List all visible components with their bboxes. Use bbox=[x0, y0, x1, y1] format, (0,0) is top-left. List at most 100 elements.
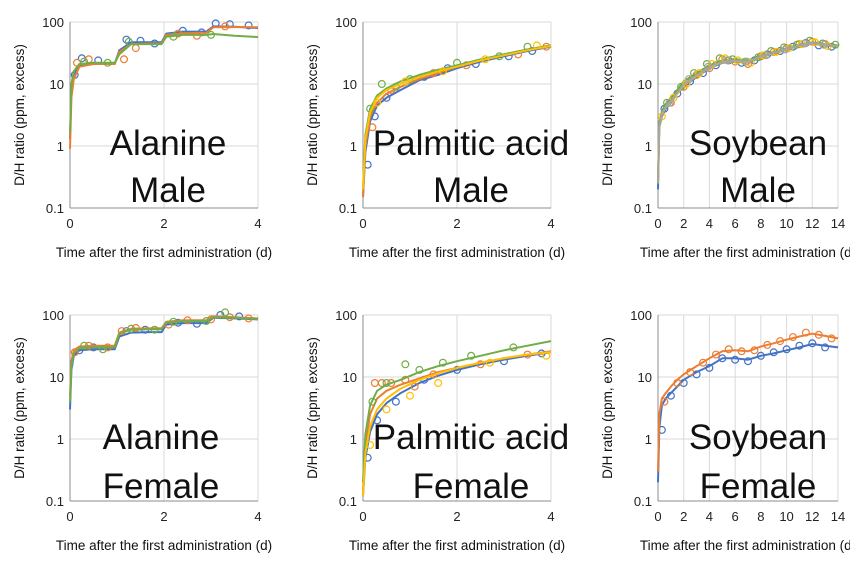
x-tick-label: 4 bbox=[706, 509, 713, 524]
data-point-orange bbox=[660, 397, 669, 406]
y-tick-label: 10 bbox=[343, 77, 357, 92]
y-tick-label: 1 bbox=[350, 139, 357, 154]
panel-title-line: Palmitic acid bbox=[373, 124, 569, 163]
data-point-green bbox=[377, 79, 386, 88]
data-point-green bbox=[124, 37, 133, 46]
y-axis-label: D/H ratio (ppm, excess) bbox=[12, 337, 27, 479]
chart-panel-3: 0 2 4 6 8 10 12 14 0.1 1 10 100 D/H ratio (ppm, exce… bbox=[600, 15, 850, 260]
data-point-gray bbox=[704, 62, 713, 71]
panel-title-line: Female bbox=[413, 467, 530, 506]
x-tick-label: 2 bbox=[160, 216, 167, 231]
data-point-gray bbox=[742, 57, 751, 66]
data-point-yellow bbox=[366, 441, 375, 450]
panel-title-line: Alanine bbox=[103, 418, 220, 457]
data-point-green bbox=[382, 379, 391, 388]
x-tick-label: 0 bbox=[654, 216, 661, 231]
data-point-green bbox=[80, 341, 89, 350]
data-point-gray bbox=[781, 45, 790, 54]
data-point-blue bbox=[743, 357, 752, 366]
x-tick-label: 0 bbox=[66, 216, 73, 231]
data-point-blue bbox=[370, 112, 379, 121]
data-point-orange bbox=[711, 350, 720, 359]
data-point-green bbox=[98, 345, 107, 354]
x-tick-label: 8 bbox=[757, 509, 764, 524]
x-tick-label: 0 bbox=[654, 509, 661, 524]
data-point-yellow bbox=[438, 67, 447, 76]
y-tick-label: 0.1 bbox=[339, 494, 357, 509]
series-line-green bbox=[362, 340, 552, 483]
data-point-orange bbox=[131, 323, 140, 332]
data-point-orange bbox=[827, 334, 836, 343]
x-axis-label: Time after the first administration (d) bbox=[56, 538, 272, 553]
y-tick-label: 100 bbox=[630, 308, 652, 323]
x-tick-label: 4 bbox=[706, 216, 713, 231]
data-point-yellow bbox=[382, 405, 391, 414]
y-tick-label: 1 bbox=[645, 139, 652, 154]
x-tick-label: 4 bbox=[547, 216, 554, 231]
y-axis-label: D/H ratio (ppm, excess) bbox=[305, 44, 320, 186]
y-tick-label: 0.1 bbox=[634, 494, 652, 509]
data-point-blue bbox=[731, 355, 740, 364]
data-point-blue bbox=[391, 397, 400, 406]
x-axis-label: Time after the first administration (d) bbox=[56, 245, 272, 260]
data-point-green bbox=[715, 54, 724, 63]
y-tick-label: 100 bbox=[42, 308, 64, 323]
x-axis-label: Time after the first administration (d) bbox=[349, 538, 565, 553]
data-point-gray bbox=[665, 98, 674, 107]
data-point-green bbox=[509, 343, 518, 352]
data-point-blue bbox=[705, 363, 714, 372]
data-point-blue bbox=[756, 351, 765, 360]
data-point-blue bbox=[373, 416, 382, 425]
data-point-orange bbox=[370, 379, 379, 388]
data-point-orange bbox=[750, 346, 759, 355]
data-point-yellow bbox=[532, 41, 541, 50]
y-tick-label: 1 bbox=[350, 432, 357, 447]
data-point-gray bbox=[684, 75, 693, 84]
data-point-orange bbox=[788, 333, 797, 342]
data-point-blue bbox=[718, 354, 727, 363]
y-tick-label: 10 bbox=[343, 370, 357, 385]
y-tick-label: 10 bbox=[50, 77, 64, 92]
x-axis-label: Time after the first administration (d) bbox=[640, 538, 850, 553]
panel-title-line: Alanine bbox=[110, 124, 227, 163]
x-tick-label: 6 bbox=[732, 509, 739, 524]
data-point-yellow bbox=[542, 351, 551, 360]
data-point-blue bbox=[821, 343, 830, 352]
panel-title-line: Male bbox=[433, 171, 509, 210]
data-point-orange bbox=[724, 345, 733, 354]
y-axis-label: D/H ratio (ppm, excess) bbox=[305, 337, 320, 479]
chart-panel-1: 0 2 4 0.1 1 10 100 D/H ratio (ppm, excess) Time … bbox=[12, 15, 272, 260]
data-point-orange bbox=[377, 379, 386, 388]
data-point-orange bbox=[70, 348, 79, 357]
data-point-green bbox=[368, 397, 377, 406]
data-point-gray bbox=[800, 39, 809, 48]
data-point-green bbox=[169, 32, 178, 41]
y-tick-label: 10 bbox=[50, 370, 64, 385]
x-axis-label: Time after the first administration (d) bbox=[640, 245, 850, 260]
y-tick-label: 1 bbox=[57, 432, 64, 447]
data-point-green bbox=[207, 30, 216, 39]
data-point-orange bbox=[737, 347, 746, 356]
chart-panel-5: 0 2 4 0.1 1 10 100 D/H ratio (ppm, excess) Time … bbox=[305, 308, 569, 553]
data-point-yellow bbox=[481, 55, 490, 64]
data-point-yellow bbox=[373, 98, 382, 107]
panel-title-line: Male bbox=[720, 171, 796, 210]
data-point-blue bbox=[453, 365, 462, 374]
data-point-blue bbox=[666, 391, 675, 400]
x-axis-label: Time after the first administration (d) bbox=[349, 245, 565, 260]
x-tick-label: 12 bbox=[805, 509, 819, 524]
data-point-green bbox=[169, 317, 178, 326]
series-line-orange bbox=[657, 332, 839, 472]
data-point-orange bbox=[686, 368, 695, 377]
data-point-orange bbox=[698, 358, 707, 367]
x-tick-label: 4 bbox=[547, 509, 554, 524]
data-point-orange bbox=[84, 341, 93, 350]
y-tick-label: 100 bbox=[630, 15, 652, 30]
x-tick-label: 8 bbox=[757, 216, 764, 231]
y-tick-label: 1 bbox=[57, 139, 64, 154]
x-tick-label: 0 bbox=[359, 216, 366, 231]
data-point-orange bbox=[221, 22, 230, 31]
data-point-gray bbox=[819, 40, 828, 49]
panel-title-line: Soybean bbox=[689, 418, 827, 457]
x-tick-label: 2 bbox=[680, 509, 687, 524]
